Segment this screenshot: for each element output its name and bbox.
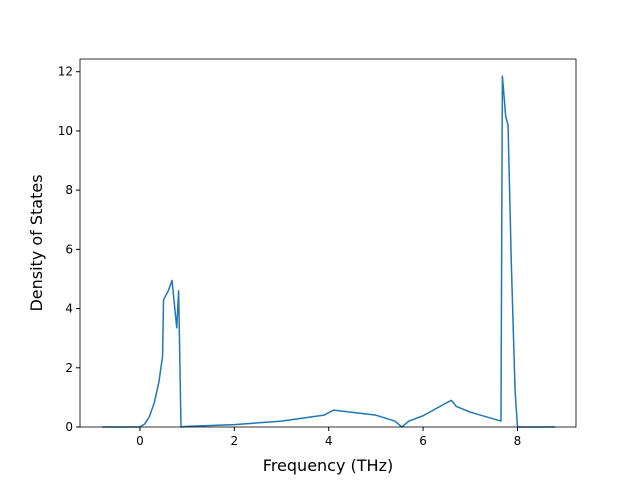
y-tick-label: 8 [65,183,73,197]
plot-frame [79,58,577,428]
line-series [102,75,556,428]
x-axis-label: Frequency (THz) [263,456,393,475]
y-axis-label: Density of States [27,174,46,311]
y-tick-label: 6 [65,242,73,256]
x-tick-label: 6 [419,434,427,448]
y-tick-label: 0 [65,420,73,434]
x-tick-label: 4 [325,434,333,448]
y-tick-label: 4 [65,302,73,316]
x-tick-label: 8 [514,434,522,448]
y-tick-label: 2 [65,361,73,375]
x-tick-label: 2 [231,434,239,448]
y-tick-label: 10 [58,124,73,138]
x-tick-label: 0 [136,434,144,448]
y-tick-label: 12 [58,65,73,79]
